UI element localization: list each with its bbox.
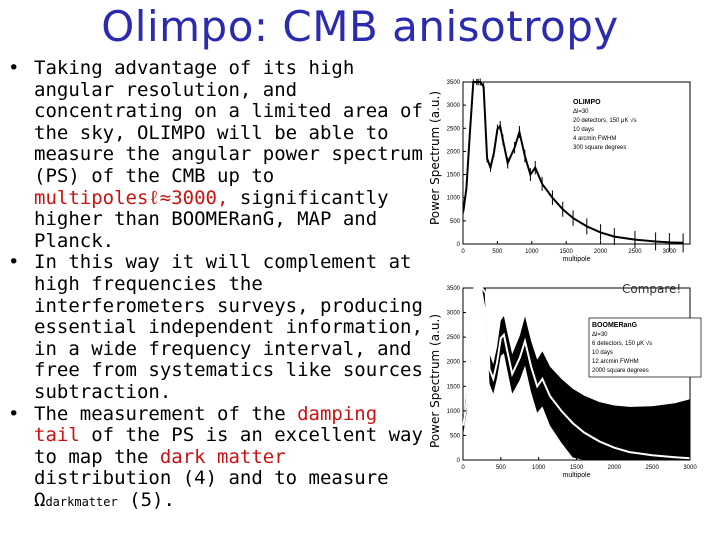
legend-entry: 10 days	[592, 350, 613, 356]
y-tick-label: 0	[457, 458, 461, 464]
x-tick-label: 0	[461, 249, 465, 255]
bottom-plot-y-label: Power Spectrum (a.u.)	[428, 313, 442, 448]
x-tick-label: 0	[461, 465, 465, 471]
bullet-text: darkmatter	[45, 494, 118, 509]
y-tick-label: 1000	[447, 409, 461, 415]
x-tick-label: 1000	[532, 465, 546, 471]
x-tick-label: 1000	[525, 249, 539, 255]
bullet-text: Taking advantage of its high angular res…	[34, 57, 423, 187]
boomerang-power-spectrum-chart: 0 500 1000 1500 2000 2500 3000 0 500 1000 1500 2000…	[442, 278, 720, 540]
y-tick-label: 1000	[447, 196, 461, 202]
bullet-item: • Taking advantage of its high angular re…	[8, 57, 423, 252]
y-tick-label: 3500	[447, 80, 461, 86]
x-tick-label: 500	[496, 465, 507, 471]
y-tick-label: 500	[450, 219, 461, 225]
legend-entry: 4 arcmin FWHM	[573, 136, 616, 142]
legend-entry: 10 days	[573, 127, 594, 133]
bullet-text: significantly higher than BOOMERanG, MAP…	[34, 186, 389, 252]
bullet-dot-icon: •	[8, 57, 20, 79]
bullet-text: (5).	[117, 488, 175, 511]
highlight-text: dark matter	[159, 445, 286, 468]
legend-box	[588, 317, 702, 378]
legend-entry: OLIMPO	[573, 99, 601, 106]
highlight-text: damping tail	[34, 402, 378, 447]
y-tick-label: 3000	[447, 311, 461, 317]
legend-entry: Δl=30	[592, 332, 608, 338]
x-tick-label: 500	[492, 249, 503, 255]
y-tick-label: 3000	[447, 103, 461, 109]
x-axis-label: multipole	[562, 472, 590, 479]
y-tick-label: 1500	[447, 173, 461, 179]
legend-entry: 300 square degrees	[573, 145, 626, 151]
bullet-item: • In this way it will complement at high …	[8, 252, 423, 403]
bullet-text: In this way it will complement at high f…	[34, 251, 423, 403]
olimpo-power-spectrum-chart: 0 500 1000 1500 2000 2500 3000 0 500 1000 1500 2000…	[442, 72, 720, 272]
slide-title: Olimpo: CMB anisotropy	[101, 2, 619, 51]
legend-entry: 2000 square degrees	[592, 368, 649, 374]
bullet-text: of the PS is an excellent way to map the	[34, 424, 423, 468]
y-tick-label: 0	[457, 242, 461, 248]
x-tick-label: 2000	[608, 465, 622, 471]
error-band	[463, 288, 690, 460]
x-tick-label: 2000	[594, 249, 608, 255]
legend-entry: 12 arcmin FWHM	[592, 359, 639, 365]
y-tick-label: 2000	[447, 149, 461, 155]
compare-label: Compare!	[622, 282, 682, 296]
top-plot-y-label: Power Spectrum (a.u.)	[428, 90, 442, 225]
y-tick-label: 3500	[447, 286, 461, 292]
legend-entry: 6 detectors, 150 μK √s	[592, 340, 652, 347]
legend-entry: 20 detectors, 150 μK √s	[573, 117, 636, 124]
y-tick-label: 2500	[447, 126, 461, 132]
x-tick-label: 3000	[683, 465, 697, 471]
bullet-dot-icon: •	[8, 251, 20, 274]
bullet-item: • The measurement of the damping tail of …	[8, 402, 423, 514]
y-tick-label: 500	[450, 433, 461, 439]
bullet-list: • Taking advantage of its high angular re…	[8, 57, 423, 514]
x-tick-label: 3000	[663, 249, 677, 255]
x-tick-label: 2500	[645, 465, 659, 471]
highlight-text: multipolesℓ≈3000,	[34, 186, 229, 209]
power-spectrum-line	[462, 287, 691, 460]
legend-entry: Δl=30	[573, 109, 589, 115]
bullet-text: distribution (4) and to measure Ω	[34, 467, 389, 511]
bullet-dot-icon: •	[8, 402, 20, 425]
y-tick-label: 1500	[447, 384, 461, 390]
legend-entry: BOOMERanG	[592, 322, 638, 329]
y-tick-label: 2000	[447, 360, 461, 366]
plot-frame	[462, 81, 691, 245]
bullet-text: The measurement of the	[34, 402, 298, 425]
x-tick-label: 1500	[560, 249, 574, 255]
y-tick-label: 2500	[447, 335, 461, 341]
x-tick-label: 2500	[628, 249, 642, 255]
x-axis-label: multipole	[562, 256, 590, 263]
x-tick-label: 1500	[570, 465, 584, 471]
